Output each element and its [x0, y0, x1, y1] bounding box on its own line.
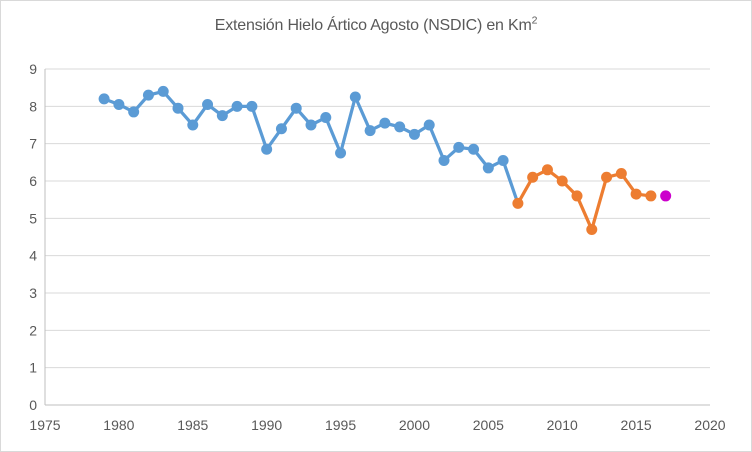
data-point-2001	[423, 119, 435, 131]
data-point-2005	[482, 162, 494, 174]
data-point-1990	[261, 143, 273, 155]
y-tick-label-1: 1	[29, 360, 37, 376]
data-point-1992	[290, 102, 302, 114]
data-point-2016	[645, 190, 657, 202]
x-tick-label-1985: 1985	[177, 417, 208, 433]
data-point-2000	[408, 128, 420, 140]
x-tick-label-1975: 1975	[29, 417, 60, 433]
y-tick-label-5: 5	[29, 210, 37, 226]
x-tick-label-1995: 1995	[325, 417, 356, 433]
data-point-1986	[202, 98, 214, 110]
data-point-2012	[586, 224, 598, 236]
data-point-1998	[379, 117, 391, 129]
data-point-1994	[320, 112, 332, 124]
chart-title-text: Extensión Hielo Ártico Agosto (NSDIC) en…	[214, 17, 532, 34]
x-tick-label-2015: 2015	[621, 417, 652, 433]
data-point-1991	[275, 123, 287, 135]
x-tick-label-2000: 2000	[399, 417, 430, 433]
y-tick-label-3: 3	[29, 285, 37, 301]
y-tick-label-9: 9	[29, 61, 37, 77]
data-point-2007	[512, 197, 524, 209]
x-tick-label-2010: 2010	[547, 417, 578, 433]
x-tick-label-1990: 1990	[251, 417, 282, 433]
y-tick-label-6: 6	[29, 173, 37, 189]
data-point-1995	[335, 147, 347, 159]
data-point-2011	[571, 190, 583, 202]
series-connector-line	[501, 158, 520, 206]
series-line-extension-1979-2006	[102, 89, 505, 170]
y-tick-label-4: 4	[29, 248, 37, 264]
data-point-2010	[556, 175, 568, 187]
data-point-2008	[527, 171, 539, 183]
data-point-1985	[187, 119, 199, 131]
data-point-1993	[305, 119, 317, 131]
series-line-extension-2007-2016	[516, 168, 653, 232]
data-point-1988	[231, 100, 243, 112]
data-point-2003	[453, 141, 465, 153]
data-point-1983	[157, 85, 169, 97]
data-point-1996	[349, 91, 361, 103]
data-point-2009	[541, 164, 553, 176]
x-tick-label-2020: 2020	[694, 417, 725, 433]
data-point-2006	[497, 154, 509, 166]
x-tick-label-1980: 1980	[103, 417, 134, 433]
data-point-2015	[630, 188, 642, 200]
y-tick-label-2: 2	[29, 322, 37, 338]
data-point-1999	[394, 121, 406, 133]
data-point-2013	[601, 171, 613, 183]
data-point-1979	[98, 93, 110, 105]
y-tick-label-8: 8	[29, 98, 37, 114]
data-point-1984	[172, 102, 184, 114]
x-tick-label-2005: 2005	[473, 417, 504, 433]
data-point-2017	[660, 190, 672, 202]
data-point-1980	[113, 98, 125, 110]
data-point-1997	[364, 125, 376, 137]
data-point-2002	[438, 154, 450, 166]
y-tick-label-7: 7	[29, 136, 37, 152]
data-point-1981	[128, 106, 140, 118]
data-point-2004	[468, 143, 480, 155]
chart-title-superscript: 2	[531, 14, 538, 27]
data-point-1982	[142, 89, 154, 101]
data-point-1987	[216, 110, 228, 122]
data-point-1989	[246, 100, 258, 112]
chart-title: Extensión Hielo Ártico Agosto (NSDIC) en…	[1, 14, 751, 35]
y-tick-label-0: 0	[29, 397, 37, 413]
data-point-2014	[615, 168, 627, 180]
